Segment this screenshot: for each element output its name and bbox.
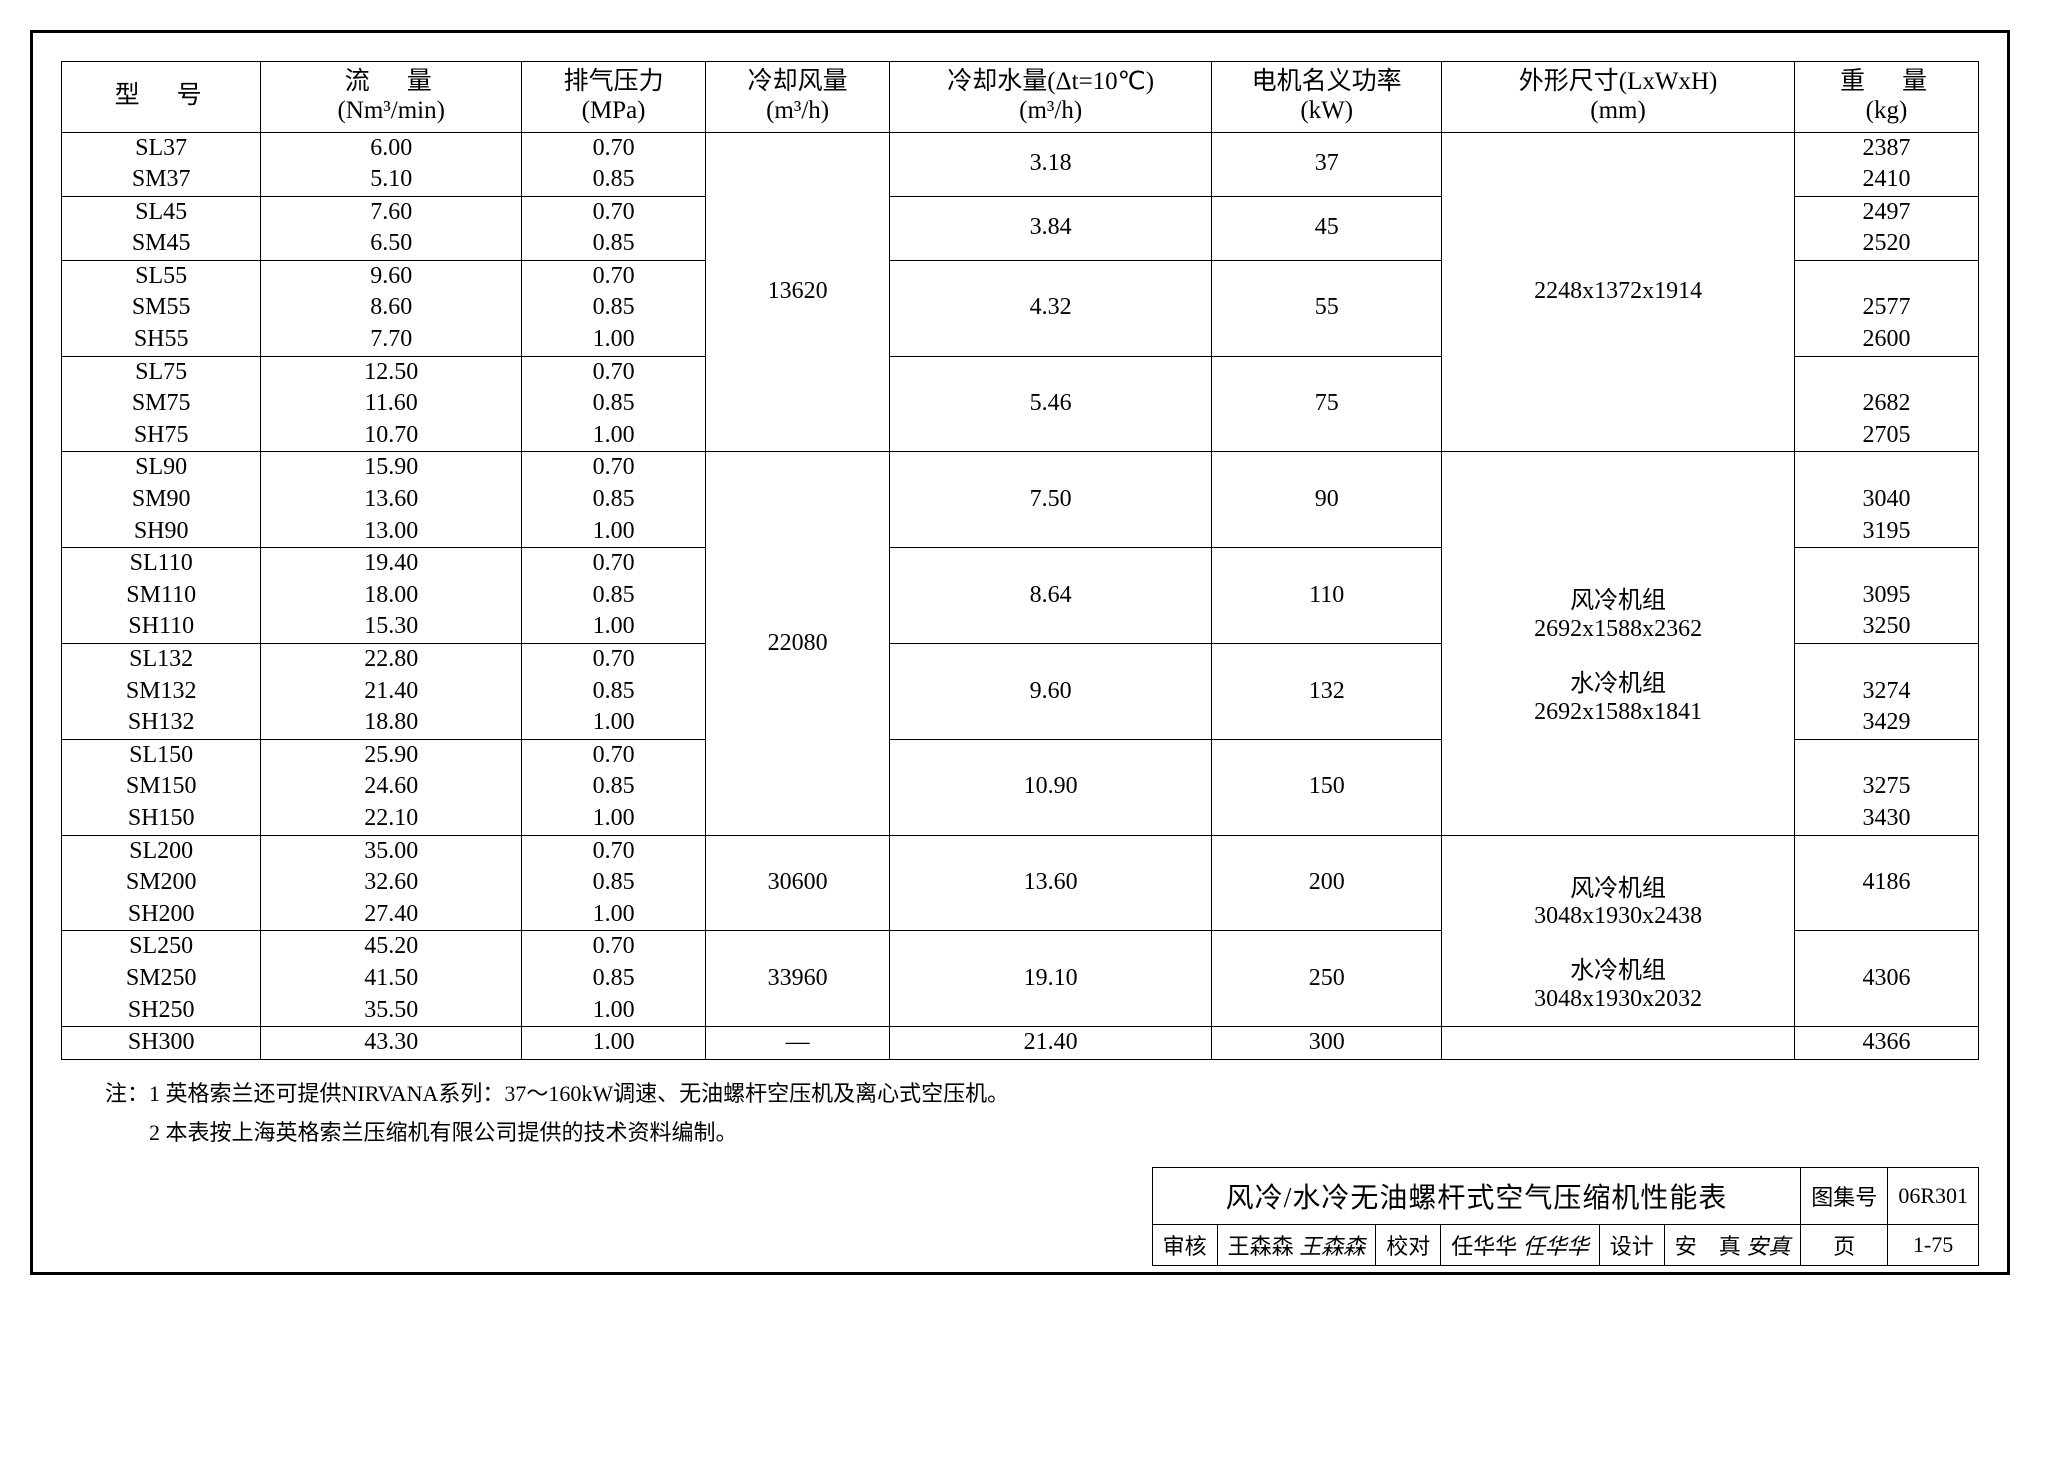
note-2: 2 本表按上海英格索兰压缩机有限公司提供的技术资料编制。 — [105, 1113, 1179, 1153]
col-pressure: 排气压力(MPa) — [522, 62, 706, 133]
col-flow: 流 量(Nm³/min) — [261, 62, 522, 133]
page-no: 1-75 — [1888, 1224, 1979, 1265]
drawing-sheet: 型 号 流 量(Nm³/min) 排气压力(MPa) 冷却风量(m³/h) 冷却… — [30, 30, 2010, 1275]
design-label: 设计 — [1599, 1224, 1664, 1265]
drawing-title: 风冷/水冷无油螺杆式空气压缩机性能表 — [1152, 1167, 1801, 1224]
design-name: 安 真 安真 — [1664, 1224, 1801, 1265]
check-name: 任华华 任华华 — [1441, 1224, 1600, 1265]
col-water: 冷却水量(Δt=10℃)(m³/h) — [890, 62, 1212, 133]
table-row: SL376.000.70136203.18372248x1372x1914238… — [62, 132, 1979, 164]
atlas-no: 06R301 — [1888, 1167, 1979, 1224]
page-label: 页 — [1801, 1224, 1888, 1265]
col-air: 冷却风量(m³/h) — [706, 62, 890, 133]
col-model: 型 号 — [62, 62, 261, 133]
review-name: 王森森 王森森 — [1217, 1224, 1376, 1265]
col-weight: 重 量(kg) — [1794, 62, 1978, 133]
header-row: 型 号 流 量(Nm³/min) 排气压力(MPa) 冷却风量(m³/h) 冷却… — [62, 62, 1979, 133]
review-label: 审核 — [1152, 1224, 1217, 1265]
col-dims: 外形尺寸(LxWxH)(mm) — [1442, 62, 1795, 133]
notes-block: 注：1 英格索兰还可提供NIRVANA系列：37～160kW调速、无油螺杆空压机… — [61, 1074, 1179, 1153]
table-row: SL20035.000.703060013.60200 风冷机组3048x193… — [62, 835, 1979, 867]
table-row: SH30043.301.00—21.403004366 — [62, 1027, 1979, 1060]
col-power: 电机名义功率(kW) — [1212, 62, 1442, 133]
note-1: 注：1 英格索兰还可提供NIRVANA系列：37～160kW调速、无油螺杆空压机… — [105, 1074, 1179, 1114]
title-block: 风冷/水冷无油螺杆式空气压缩机性能表 图集号 06R301 审核 王森森 王森森… — [1152, 1167, 1979, 1266]
atlas-label: 图集号 — [1801, 1167, 1888, 1224]
spec-table: 型 号 流 量(Nm³/min) 排气压力(MPa) 冷却风量(m³/h) 冷却… — [61, 61, 1979, 1060]
check-label: 校对 — [1376, 1224, 1441, 1265]
table-row: SL9015.900.70220807.5090 风冷机组2692x1588x2… — [62, 452, 1979, 484]
